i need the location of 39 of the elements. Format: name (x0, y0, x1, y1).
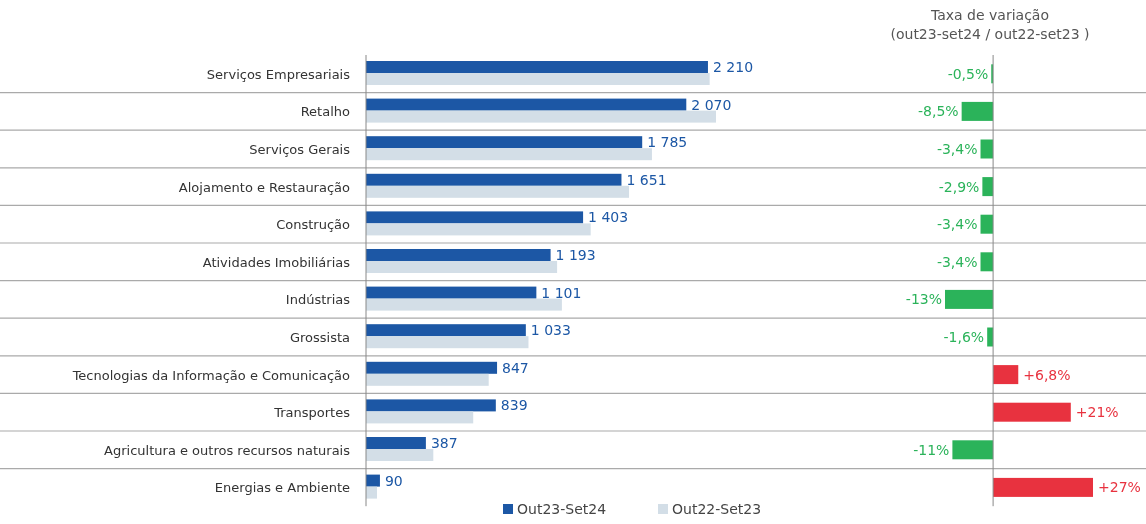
data-label: -3,4% (936, 141, 978, 157)
y-tick-label: Construção (276, 217, 351, 233)
data-label: 1 193 (555, 247, 596, 263)
data-label: 1 651 (626, 171, 667, 188)
data-label: 847 (502, 359, 529, 376)
data-label: +27% (1098, 479, 1141, 496)
data-label: 839 (500, 397, 528, 414)
chart-title: Taxa de variação (out23-set24 / out22-set23 ) (890, 7, 1090, 42)
data-label: +6,8% (1023, 366, 1071, 383)
data-label: -8,5% (918, 103, 959, 120)
y-tick-label: Transportes (273, 405, 351, 421)
data-label: -13% (905, 291, 942, 308)
y-tick-label: Indústrias (285, 292, 351, 308)
data-label: -2,9% (938, 178, 980, 195)
y-tick-label: Alojamento e Restauração (178, 179, 351, 195)
data-label: 1 785 (647, 134, 688, 151)
data-label: +21% (1075, 404, 1119, 421)
y-tick-label: Atividades Imobiliárias (202, 254, 351, 270)
data-label: 1 101 (541, 284, 582, 301)
y-tick-label: Energias e Ambiente (214, 480, 350, 496)
data-label: -11% (913, 441, 950, 458)
legend-label: Out22-Set23 (672, 501, 762, 517)
data-label: 2 210 (712, 59, 754, 75)
y-tick-label: Serviços Empresariais (206, 66, 351, 82)
y-tick-label: Tecnologias da Informação e Comunicação (71, 367, 351, 383)
data-label: 1 403 (588, 209, 629, 226)
data-label: 1 033 (530, 322, 571, 339)
y-tick-label: Grossista (289, 330, 350, 345)
data-label: -0,5% (947, 65, 989, 82)
data-label: 387 (430, 435, 458, 451)
y-tick-label: Agricultura e outros recursos naturais (104, 442, 351, 458)
data-label: -3,4% (936, 216, 978, 233)
legend-label: Out23-Set24 (517, 501, 607, 517)
data-label: 90 (384, 472, 403, 489)
y-tick-label: Retalho (300, 104, 351, 120)
data-label: -3,4% (936, 253, 978, 270)
data-label: 2 070 (691, 96, 732, 113)
y-tick-label: Serviços Gerais (249, 142, 351, 157)
data-label: -1,6% (943, 329, 985, 345)
